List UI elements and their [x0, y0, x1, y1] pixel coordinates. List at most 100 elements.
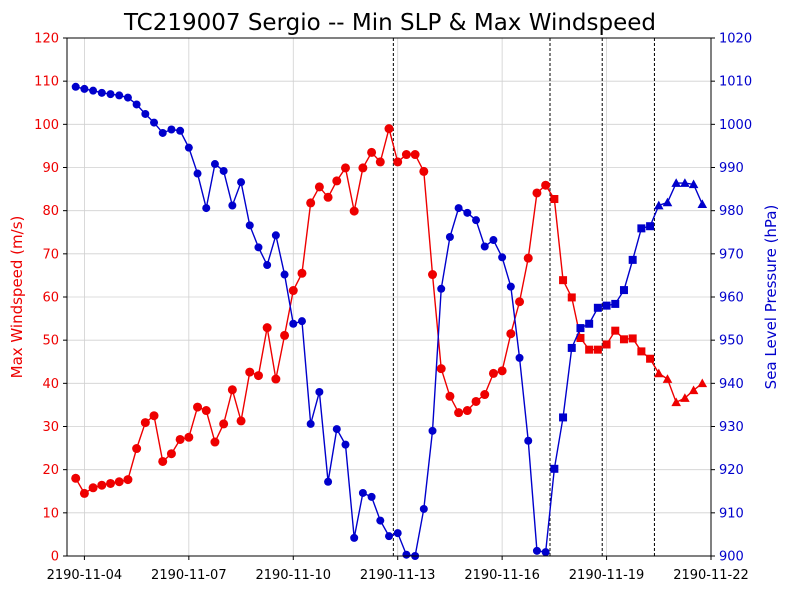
- windspeed-point: [454, 408, 464, 418]
- pressure-point: [385, 532, 393, 541]
- y-right-tick-label: 940: [719, 377, 744, 392]
- windspeed-point: [71, 473, 81, 483]
- pressure-point: [611, 299, 620, 308]
- windspeed-point: [114, 477, 124, 487]
- x-tick-label: 2190-11-10: [255, 568, 331, 583]
- pressure-point: [506, 282, 515, 291]
- pressure-point: [393, 529, 402, 538]
- y-left-tick-label: 60: [42, 291, 59, 306]
- windspeed-point: [515, 297, 525, 307]
- windspeed-point: [688, 385, 699, 395]
- y-right-tick-label: 1000: [719, 118, 752, 133]
- y-right-tick-label: 930: [719, 420, 744, 435]
- windspeed-point: [593, 345, 602, 354]
- event-lines: [392, 38, 655, 556]
- windspeed-point: [532, 188, 542, 198]
- y-right-tick-label: 900: [719, 550, 744, 565]
- pressure-point: [306, 419, 315, 428]
- series-layer: [71, 82, 708, 560]
- windspeed-point: [653, 368, 664, 378]
- windspeed-point: [567, 293, 576, 302]
- pressure-point: [376, 516, 385, 525]
- windspeed-point: [384, 124, 394, 134]
- windspeed-point: [271, 374, 281, 384]
- pressure-point: [428, 426, 437, 435]
- pressure-point: [454, 204, 463, 213]
- windspeed-point: [497, 366, 507, 376]
- windspeed-point: [410, 150, 420, 160]
- pressure-point: [245, 221, 254, 230]
- windspeed-point: [462, 406, 472, 416]
- pressure-point: [150, 118, 159, 127]
- pressure-point: [628, 255, 637, 264]
- pressure-point: [123, 93, 132, 102]
- windspeed-point: [646, 354, 655, 363]
- y-left-tick-label: 10: [42, 506, 59, 521]
- windspeed-point: [367, 147, 377, 157]
- y-right-axis-ticks: 900 910 920 930 940 950 960 970 980 990 1000 1010 10…: [711, 32, 752, 565]
- pressure-point: [402, 550, 411, 559]
- pressure-point: [680, 178, 690, 187]
- y-left-tick-label: 0: [51, 550, 59, 565]
- pressure-point: [202, 204, 211, 213]
- pressure-point: [559, 413, 568, 422]
- pressure-point: [315, 387, 324, 396]
- pressure-point: [80, 84, 89, 93]
- windspeed-point: [123, 475, 133, 485]
- windspeed-point: [314, 182, 324, 192]
- pressure-point: [688, 179, 699, 189]
- windspeed-point: [184, 432, 194, 442]
- pressure-point: [71, 82, 80, 91]
- windspeed-point: [262, 323, 272, 333]
- windspeed-point: [488, 368, 498, 378]
- pressure-point: [585, 319, 594, 328]
- pressure-point: [567, 343, 576, 352]
- windspeed-point: [541, 180, 551, 190]
- windspeed-point: [576, 334, 585, 343]
- pressure-point: [358, 488, 367, 497]
- pressure-point: [132, 100, 141, 109]
- pressure-point: [445, 232, 454, 241]
- windspeed-point: [280, 330, 290, 340]
- pressure-point: [671, 178, 681, 187]
- windspeed-point: [523, 253, 533, 263]
- pressure-point: [498, 253, 507, 262]
- windspeed-point: [480, 390, 490, 400]
- pressure-point: [489, 236, 498, 245]
- pressure-point: [280, 270, 289, 279]
- windspeed-point: [550, 195, 559, 204]
- x-tick-label: 2190-11-22: [673, 568, 749, 583]
- windspeed-point: [332, 176, 342, 186]
- y-left-tick-label: 50: [42, 334, 59, 349]
- pressure-point: [637, 224, 646, 233]
- chart-title: TC219007 Sergio -- Min SLP & Max Windspe…: [123, 10, 656, 36]
- windspeed-point: [662, 374, 673, 383]
- pressure-point: [602, 301, 611, 310]
- windspeed-point: [611, 326, 620, 335]
- x-tick-label: 2190-11-19: [569, 568, 645, 583]
- windspeed-point: [323, 192, 333, 202]
- y-left-axis-ticks: 0 10 20 30 40 50 60 70 80 90 100 110 120: [34, 32, 67, 565]
- y-left-tick-label: 110: [34, 75, 59, 90]
- windspeed-series: [71, 124, 708, 498]
- windspeed-point: [227, 385, 237, 395]
- windspeed-point: [628, 334, 637, 343]
- pressure-point: [697, 199, 708, 209]
- x-tick-label: 2190-11-04: [47, 568, 123, 583]
- y-right-tick-label: 950: [719, 334, 744, 349]
- windspeed-point: [602, 340, 611, 349]
- windspeed-point: [245, 367, 255, 377]
- windspeed-point: [419, 166, 429, 176]
- y-right-tick-label: 1010: [719, 75, 752, 90]
- pressure-point: [350, 533, 359, 542]
- pressure-point: [662, 197, 673, 207]
- windspeed-point: [471, 396, 481, 406]
- pressure-point: [237, 178, 246, 187]
- pressure-point: [115, 91, 124, 100]
- windspeed-point: [297, 268, 307, 278]
- x-tick-label: 2190-11-13: [360, 568, 436, 583]
- windspeed-point: [79, 488, 89, 498]
- y-left-tick-label: 80: [42, 204, 59, 219]
